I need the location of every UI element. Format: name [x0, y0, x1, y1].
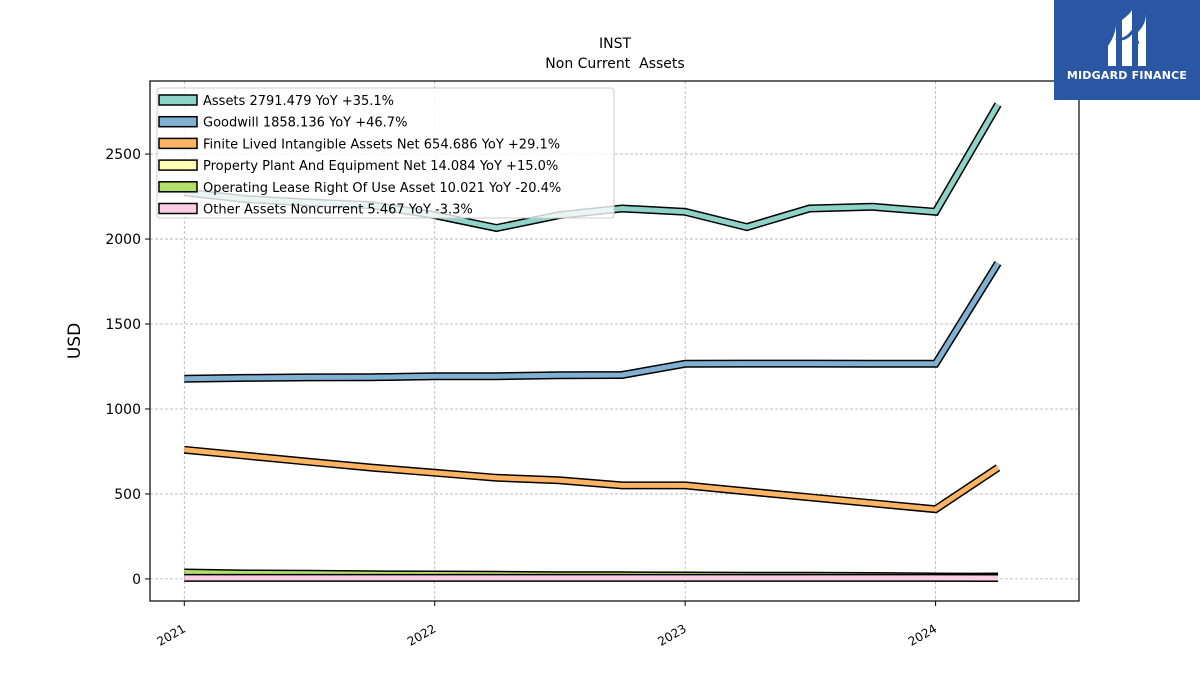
- legend-swatch: [158, 137, 198, 150]
- series-goodwill: [184, 260, 1002, 383]
- y-tick-label: 2000: [105, 232, 141, 248]
- y-tick-label: 0: [132, 572, 141, 588]
- series-finite-lived-intangible-assets-net: [183, 445, 1001, 514]
- legend-entry: Goodwill 1858.136 YoY +46.7%: [203, 116, 407, 131]
- y-tick-label: 1500: [105, 317, 141, 333]
- legend-entry: Property Plant And Equipment Net 14.084 …: [203, 159, 558, 174]
- y-axis-label: USD: [65, 323, 85, 359]
- legend-swatch: [158, 202, 198, 215]
- x-tick-label: 2021: [154, 621, 187, 648]
- legend-swatch: [158, 94, 198, 106]
- x-tick-label: 2023: [655, 621, 688, 648]
- legend-box: [156, 87, 615, 219]
- y-tick-label: 2500: [105, 147, 141, 163]
- logo-mark-icon: [1108, 10, 1146, 66]
- x-tick-label: 2022: [405, 621, 438, 648]
- x-axis: 2021 2022 2023 2024: [154, 601, 939, 649]
- chart-title: INST: [599, 36, 631, 52]
- legend-entry: Operating Lease Right Of Use Asset 10.02…: [203, 181, 561, 196]
- legend-swatch: [158, 159, 198, 171]
- legend: Assets 2791.479 YoY +35.1% Goodwill 1858.…: [156, 87, 615, 219]
- brand-name: MIDGARD FINANCE: [1066, 69, 1188, 82]
- brand-logo: MIDGARD FINANCE: [1054, 0, 1200, 100]
- series-lines: [183, 102, 1002, 582]
- series-outline: [183, 445, 1001, 514]
- series-line: [184, 447, 1000, 512]
- y-axis: 0 500 1000 1500 2000 2500: [105, 147, 150, 588]
- legend-swatch: [158, 181, 198, 193]
- y-tick-label: 1000: [105, 402, 141, 418]
- y-tick-label: 500: [114, 487, 141, 503]
- legend-entry: Finite Lived Intangible Assets Net 654.6…: [203, 137, 560, 152]
- x-tick-label: 2024: [906, 621, 939, 648]
- legend-entry: Assets 2791.479 YoY +35.1%: [203, 94, 394, 109]
- series-line: [184, 261, 1001, 382]
- plot-frame: [149, 80, 1080, 602]
- chart-subtitle: Non Current Assets: [545, 56, 684, 72]
- legend-entry: Other Assets Noncurrent 5.467 YoY -3.3%: [203, 203, 473, 218]
- legend-swatch: [158, 115, 198, 128]
